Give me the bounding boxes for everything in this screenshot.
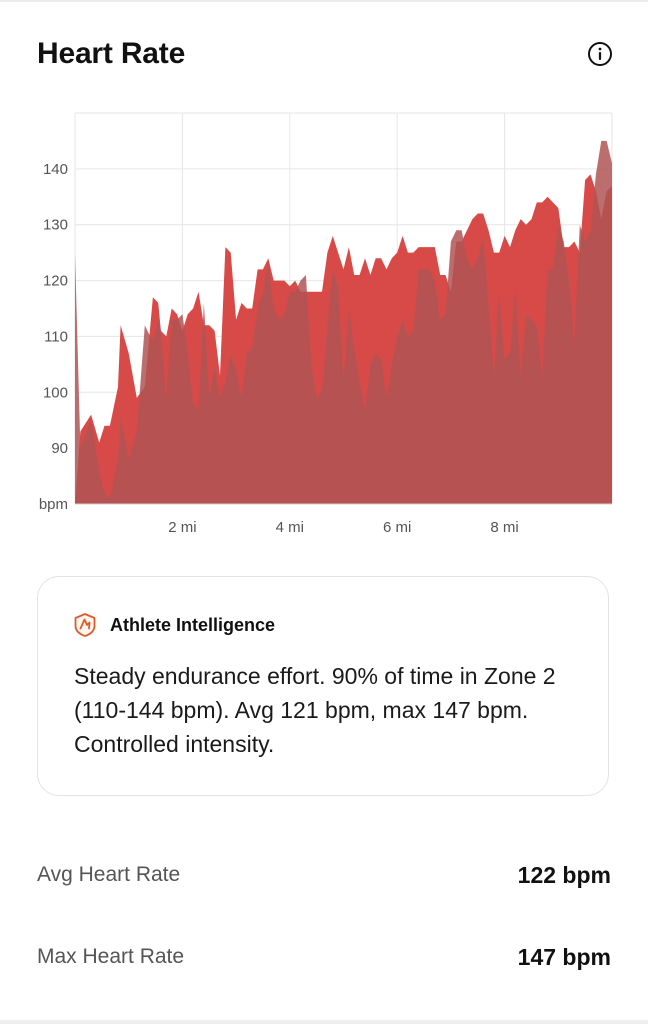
info-icon[interactable] [587,41,613,67]
y-tick-label: 130 [43,217,68,234]
heart-rate-area-series-2 [75,140,612,504]
chart-axes: 90 100 110 120 130 140 bpm 2 mi 4 mi 6 mi 8 mi [39,161,612,536]
avg-heart-rate-label: Avg Heart Rate [37,863,181,886]
header: Heart Rate [37,32,613,76]
y-tick-label: 100 [43,384,68,401]
top-divider [0,0,648,2]
heart-rate-chart: 90 100 110 120 130 140 bpm 2 mi 4 mi 6 mi 8 mi [39,112,613,536]
y-tick-label: 120 [43,273,68,290]
max-heart-rate-value: 147 bpm [517,943,611,970]
max-heart-rate-row: Max Heart Rate 147 bpm [37,937,611,977]
avg-heart-rate-row: Avg Heart Rate 122 bpm [37,855,611,895]
avg-heart-rate-value: 122 bpm [517,861,611,888]
max-heart-rate-label: Max Heart Rate [37,945,185,968]
y-tick-label: 140 [43,161,68,178]
card-header: Athlete Intelligence [74,613,275,637]
y-tick-label: 110 [44,328,68,345]
x-tick-label: 6 mi [383,519,411,536]
x-tick-label: 4 mi [276,519,304,536]
y-unit-label: bpm [39,496,68,513]
x-tick-label: 8 mi [490,519,518,536]
athlete-intelligence-card[interactable]: Athlete Intelligence Steady endurance ef… [37,576,609,796]
page-title: Heart Rate [37,37,186,70]
bottom-divider [0,1020,648,1024]
insight-text: Steady endurance effort. 90% of time in … [74,663,556,757]
card-title: Athlete Intelligence [110,614,276,635]
athlete-intelligence-icon [74,613,96,637]
x-tick-label: 2 mi [168,519,196,536]
y-tick-label: 90 [51,440,68,457]
chart-series [75,140,612,504]
